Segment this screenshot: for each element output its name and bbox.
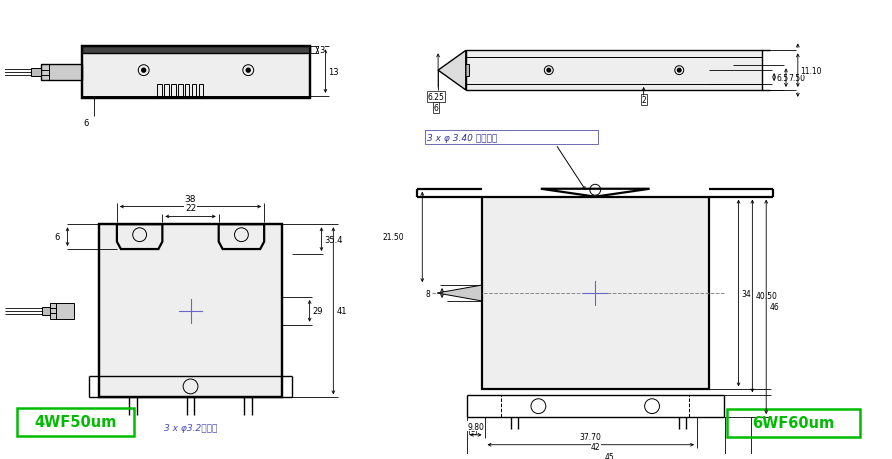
Text: 45: 45 [604, 452, 614, 459]
Text: 9.80: 9.80 [467, 422, 484, 431]
Text: 11.10: 11.10 [800, 67, 822, 75]
Text: 6: 6 [54, 233, 60, 241]
Text: 40.50: 40.50 [756, 292, 777, 301]
Text: 34: 34 [741, 289, 751, 298]
Text: 6.25: 6.25 [427, 93, 444, 102]
Circle shape [677, 69, 681, 73]
Bar [41, 65, 82, 81]
Text: 42: 42 [591, 442, 600, 451]
Bar [17, 408, 134, 436]
Bar [82, 47, 310, 99]
Bar [164, 85, 169, 97]
Text: 29: 29 [312, 307, 323, 316]
Bar [199, 85, 203, 97]
Text: 3 x φ3.2全貫穿: 3 x φ3.2全貫穿 [164, 423, 218, 432]
Bar [482, 197, 709, 390]
Text: 21.50: 21.50 [383, 233, 404, 242]
Text: 13: 13 [328, 67, 339, 77]
Bar [425, 131, 599, 145]
Text: 7.50: 7.50 [788, 74, 805, 83]
Polygon shape [438, 51, 466, 91]
Text: 3 x φ 3.40 完全貫穿: 3 x φ 3.40 完全貫穿 [427, 134, 498, 143]
Bar [157, 85, 161, 97]
Polygon shape [117, 225, 162, 250]
Text: 46: 46 [769, 302, 779, 312]
Polygon shape [219, 225, 264, 250]
Text: 4WF50um: 4WF50um [34, 414, 117, 430]
Text: 22: 22 [185, 204, 196, 213]
Bar [82, 47, 310, 99]
Bar [99, 225, 282, 397]
Bar [727, 409, 860, 437]
Bar [178, 85, 183, 97]
Text: 35.4: 35.4 [325, 235, 343, 244]
Text: 6: 6 [434, 104, 439, 112]
Bar [185, 85, 189, 97]
Circle shape [547, 69, 550, 73]
Text: 41: 41 [336, 307, 347, 316]
Text: 8: 8 [425, 289, 430, 298]
Text: 3: 3 [319, 46, 325, 55]
Circle shape [142, 69, 145, 73]
Bar [31, 69, 41, 77]
Polygon shape [437, 285, 482, 301]
Text: 37.70: 37.70 [580, 432, 602, 441]
Bar [99, 225, 282, 397]
Bar [466, 51, 763, 91]
Text: 3: 3 [470, 424, 475, 433]
Bar [171, 85, 176, 97]
Bar [82, 47, 310, 54]
Text: 6WF60um: 6WF60um [752, 415, 834, 431]
Text: 2: 2 [641, 95, 646, 105]
Text: 6.50: 6.50 [776, 73, 793, 83]
Bar [472, 288, 482, 298]
Bar [50, 303, 74, 319]
Bar [461, 65, 468, 77]
Circle shape [246, 69, 251, 73]
Bar [42, 307, 50, 315]
Text: 6: 6 [83, 118, 88, 127]
Bar [192, 85, 196, 97]
Text: 38: 38 [185, 194, 196, 203]
